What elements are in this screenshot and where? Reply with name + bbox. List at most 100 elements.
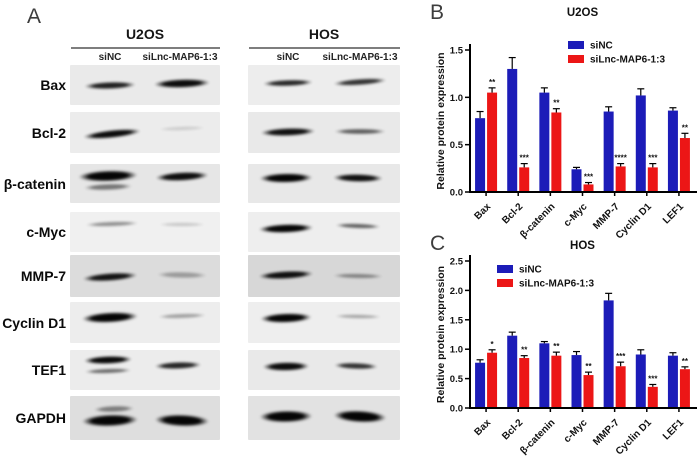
significance-label: * xyxy=(491,340,495,349)
hos-bar-chart: *Bax**Bcl-2**β-catenin**c-Myc***MMP-7***… xyxy=(435,240,697,457)
panel-a-label: A xyxy=(27,5,42,28)
blot-band xyxy=(151,311,213,321)
blot-band xyxy=(251,268,321,282)
blot-MMP-7-hos xyxy=(248,255,400,297)
blot-band xyxy=(75,125,149,143)
significance-label: *** xyxy=(616,352,626,361)
bar xyxy=(571,355,582,408)
bar xyxy=(615,366,626,408)
panel-b-label: B xyxy=(430,1,445,24)
blot-band xyxy=(328,127,392,135)
significance-label: ** xyxy=(553,342,560,351)
blot-Cyclin D1-u2os xyxy=(70,302,220,343)
protein-label-Cyclin D1: Cyclin D1 xyxy=(2,314,66,331)
bar xyxy=(647,386,658,408)
significance-label: ** xyxy=(682,357,689,366)
blot-band xyxy=(70,167,146,185)
legend-swatch xyxy=(497,279,513,287)
blot-band xyxy=(77,79,143,91)
category-label: Cyclin D1 xyxy=(614,417,654,457)
bar xyxy=(571,169,582,192)
category-label: Bcl-2 xyxy=(500,201,525,226)
blot-band xyxy=(147,411,217,429)
blot-band xyxy=(253,125,323,139)
u2os-lane-silnc-label: siLnc-MAP6-1:3 xyxy=(142,52,218,63)
blot-GAPDH-hos xyxy=(248,396,400,440)
blot-band xyxy=(326,172,390,184)
y-tick-label: 2.5 xyxy=(450,257,464,268)
blot-band xyxy=(148,168,216,184)
blot-band xyxy=(328,312,388,320)
blot-band xyxy=(251,221,321,235)
hos-lane-silnc-label: siLnc-MAP6-1:3 xyxy=(322,52,398,63)
blot-band xyxy=(88,404,140,414)
blot-Bcl-2-hos xyxy=(248,112,400,153)
significance-label: ** xyxy=(682,123,689,132)
legend-swatch xyxy=(568,55,584,63)
significance-label: ** xyxy=(553,99,560,108)
category-label: Bax xyxy=(472,417,493,438)
bar xyxy=(475,362,486,408)
y-tick-label: 1.5 xyxy=(450,315,464,326)
blot-band xyxy=(74,411,146,429)
y-axis-label: Relative protein expression xyxy=(435,266,447,403)
blot-band xyxy=(256,359,316,373)
bar xyxy=(679,369,690,408)
significance-label: *** xyxy=(584,173,594,182)
bar xyxy=(635,354,646,408)
bar xyxy=(667,355,678,408)
blot-band xyxy=(146,76,218,90)
category-label: Bax xyxy=(472,201,493,222)
blot-band xyxy=(326,406,394,426)
hos-column-title: HOS xyxy=(308,26,340,42)
chart-title: HOS xyxy=(570,240,595,252)
category-label: c-Myc xyxy=(562,201,590,229)
blot-band xyxy=(77,353,139,367)
bar xyxy=(507,68,518,192)
protein-label-TEF1: TEF1 xyxy=(31,362,66,378)
significance-label: *** xyxy=(648,374,658,383)
bar xyxy=(679,138,690,192)
bar xyxy=(519,358,530,408)
protein-label-c-Myc: c-Myc xyxy=(26,224,66,240)
protein-label-Bax: Bax xyxy=(40,77,66,93)
significance-label: *** xyxy=(520,154,530,163)
blot-band xyxy=(253,310,319,326)
protein-label-Bcl-2: Bcl-2 xyxy=(31,124,66,141)
category-label: β-catenin xyxy=(518,417,557,456)
bar xyxy=(507,335,518,408)
blot-band xyxy=(326,272,390,280)
blot-band xyxy=(252,407,320,425)
significance-label: *** xyxy=(648,154,658,163)
bar xyxy=(667,110,678,192)
blot-Bcl-2-u2os xyxy=(70,112,220,153)
bar xyxy=(551,112,562,192)
blot-β-catenin-hos xyxy=(248,164,400,203)
y-tick-label: 1.5 xyxy=(450,46,464,57)
category-label: MMP-7 xyxy=(591,417,622,448)
bar xyxy=(603,300,614,408)
significance-label: ** xyxy=(585,362,592,371)
y-tick-label: 1.0 xyxy=(450,93,463,104)
bar xyxy=(603,111,614,192)
bar xyxy=(519,167,530,192)
blot-band xyxy=(78,219,146,229)
bar xyxy=(583,184,594,192)
significance-label: **** xyxy=(614,154,627,163)
legend-label: siNC xyxy=(590,41,613,52)
panel-c-label: C xyxy=(430,232,446,255)
chart-title: U2OS xyxy=(567,7,599,19)
u2os-underline xyxy=(71,47,220,49)
blot-MMP-7-u2os xyxy=(70,255,220,297)
category-label: LEF1 xyxy=(661,417,686,442)
y-tick-label: 0.5 xyxy=(450,140,464,151)
blot-band xyxy=(77,181,139,193)
y-tick-label: 2.0 xyxy=(450,286,463,297)
bar xyxy=(487,352,498,408)
u2os-column-title: U2OS xyxy=(125,26,165,42)
y-axis-label: Relative protein expression xyxy=(435,52,447,189)
blot-band xyxy=(78,366,138,376)
blot-β-catenin-u2os xyxy=(70,164,220,203)
legend-swatch xyxy=(497,265,513,273)
legend-label: siLnc-MAP6-1:3 xyxy=(590,55,665,66)
